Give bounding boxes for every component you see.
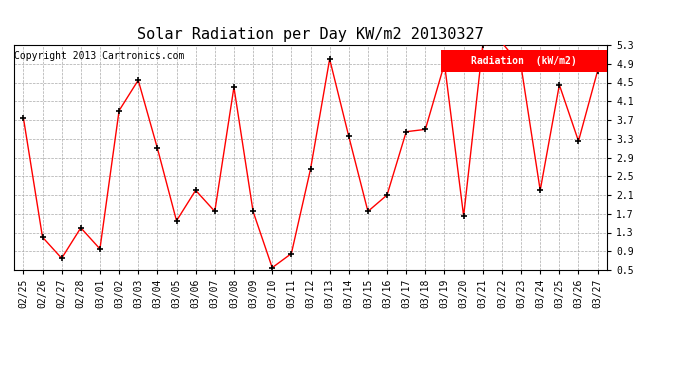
- Text: Copyright 2013 Cartronics.com: Copyright 2013 Cartronics.com: [14, 51, 184, 61]
- Title: Solar Radiation per Day KW/m2 20130327: Solar Radiation per Day KW/m2 20130327: [137, 27, 484, 42]
